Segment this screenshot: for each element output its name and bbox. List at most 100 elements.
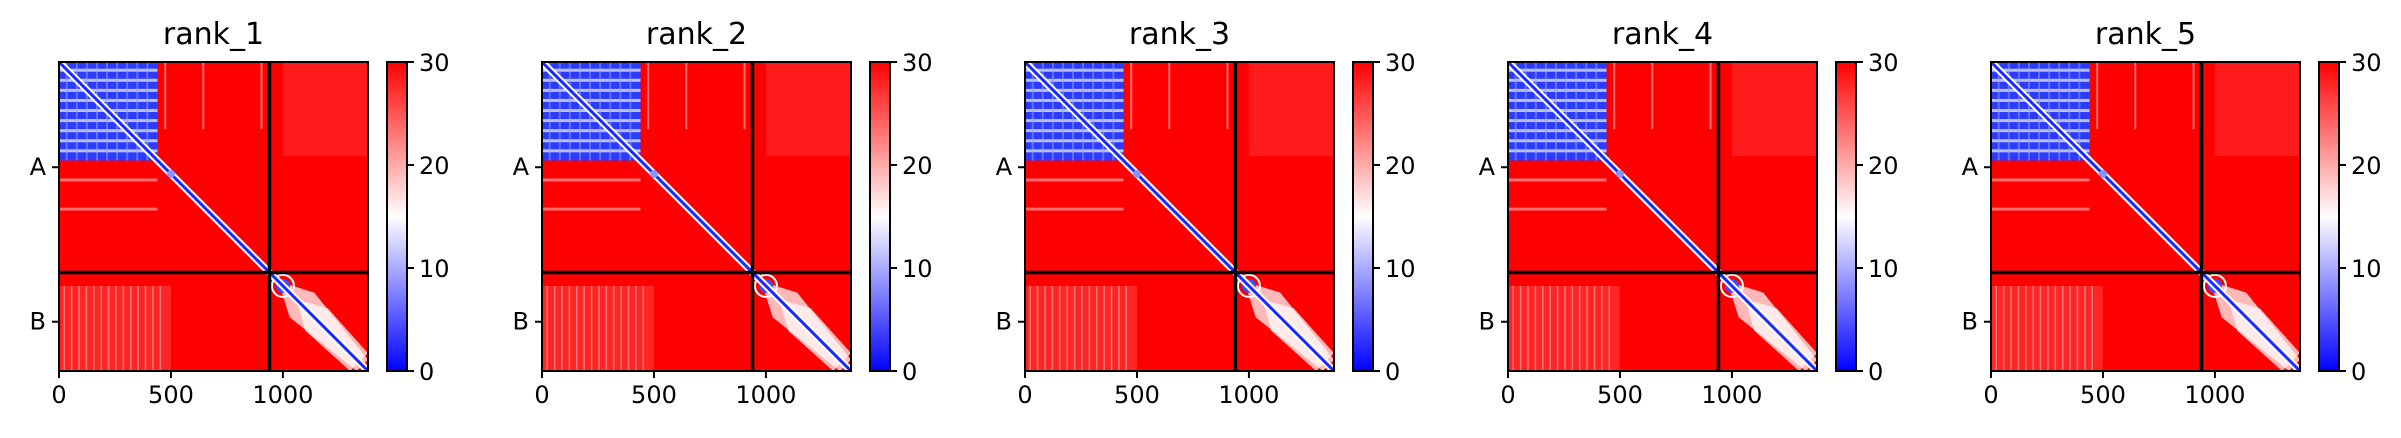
block-stripe <box>1025 98 1124 102</box>
block-stripe <box>542 78 641 82</box>
faint-stripe <box>1044 285 1046 371</box>
diagonal <box>542 62 851 371</box>
panel-rank-4: rank_4 0 500 1000 A B 0 10 20 30 <box>1479 17 1899 409</box>
panel-title: rank_2 <box>646 17 747 52</box>
heatmap <box>1025 62 1334 371</box>
x-tick-label: 500 <box>1114 381 1160 409</box>
faint-stripe <box>1601 285 1603 371</box>
x-tick-label: 0 <box>534 381 549 409</box>
chain-b-contact <box>753 273 778 298</box>
faint-stripe <box>1073 285 1076 371</box>
block-stripe <box>568 62 571 161</box>
faint-stripe <box>59 178 158 182</box>
block-stripe <box>1595 62 1598 161</box>
panel-rank-3: rank_3 0 500 1000 A B 0 10 20 30 <box>996 17 1416 409</box>
x-tick-label: 0 <box>1017 381 1032 409</box>
block-stripe <box>116 62 119 161</box>
faint-stripe <box>1542 285 1544 371</box>
texture <box>765 62 851 157</box>
faint-stripe <box>568 285 571 371</box>
block-stripe <box>542 68 641 72</box>
axes-frame <box>58 61 369 372</box>
faint-stripe <box>159 285 162 371</box>
y-tick-label: A <box>30 153 47 181</box>
faint-stripe <box>1168 62 1171 130</box>
block-stripe <box>1102 62 1105 161</box>
faint-stripe <box>2039 285 2042 371</box>
block-stripe <box>1025 78 1124 82</box>
block-stripe <box>1991 129 2090 133</box>
block-stripe <box>609 62 612 161</box>
panel-title: rank_3 <box>1129 17 1230 52</box>
colorbar-tick-label: 10 <box>419 255 450 283</box>
colorbar-tick-label: 0 <box>2351 358 2366 386</box>
block-stripe <box>542 129 641 133</box>
faint-stripe <box>164 62 167 130</box>
faint-stripe <box>2076 285 2079 371</box>
faint-stripe <box>115 285 117 371</box>
colorbar-tick-label: 20 <box>419 152 450 180</box>
faint-stripe <box>2017 285 2020 371</box>
faint-stripe <box>1556 285 1559 371</box>
block-stripe <box>599 62 602 161</box>
block-stripe <box>75 62 78 161</box>
faint-stripe <box>583 285 585 371</box>
colorbar-tick-label: 0 <box>1385 358 1400 386</box>
texture <box>1025 285 1137 371</box>
texture <box>2214 62 2300 157</box>
x-tick-label: 0 <box>51 381 66 409</box>
texture <box>1731 62 1817 157</box>
faint-stripe <box>1066 285 1068 371</box>
faint-stripe <box>1103 285 1105 371</box>
faint-stripe <box>78 285 80 371</box>
y-tick-label: B <box>1479 308 1495 336</box>
colorbar-tick-label: 20 <box>1385 152 1416 180</box>
faint-stripe <box>743 62 746 130</box>
block-stripe <box>542 139 641 143</box>
block-stripe <box>1041 62 1044 161</box>
panel-rank-1: rank_1 0 500 1000 A B 0 10 20 30 <box>30 17 450 409</box>
faint-stripe <box>2054 285 2057 371</box>
block-stripe <box>65 62 68 161</box>
x-tick-label: 500 <box>148 381 194 409</box>
colorbar-tick-label: 20 <box>1868 152 1899 180</box>
colorbar-tick-label: 10 <box>2351 255 2382 283</box>
colorbar <box>1353 62 1373 371</box>
faint-stripe <box>685 62 688 130</box>
block-stripe <box>1031 62 1034 161</box>
block-stripe <box>1991 139 2090 143</box>
colorbar-tick-label: 20 <box>2351 152 2382 180</box>
faint-stripe <box>1593 285 1596 371</box>
block-stripe <box>1991 88 2090 92</box>
faint-stripe <box>1991 178 2090 182</box>
block-stripe <box>59 78 158 82</box>
block-stripe <box>1025 119 1124 123</box>
block-stripe <box>126 62 129 161</box>
faint-stripe <box>1512 285 1514 371</box>
faint-stripe <box>63 285 65 371</box>
faint-stripe <box>576 285 578 371</box>
colorbar-tick-label: 30 <box>902 49 933 77</box>
block-stripe <box>2058 62 2061 161</box>
faint-stripe <box>1088 285 1091 371</box>
faint-stripe <box>1519 285 1522 371</box>
diagonal <box>1025 62 1334 371</box>
faint-stripe <box>1130 62 1133 130</box>
faint-stripe <box>2192 62 2195 130</box>
block-stripe <box>1025 139 1124 143</box>
block-stripe <box>59 129 158 133</box>
block-stripe <box>1991 68 2090 72</box>
texture <box>542 285 654 371</box>
block-stripe <box>578 62 581 161</box>
faint-stripe <box>1036 285 1039 371</box>
colorbar-tick-label: 10 <box>1385 255 1416 283</box>
faint-stripe <box>590 285 593 371</box>
faint-stripe <box>1613 62 1616 130</box>
block-stripe <box>95 62 98 161</box>
faint-stripe <box>2069 285 2071 371</box>
faint-stripe <box>1508 207 1607 211</box>
faint-stripe <box>2025 285 2027 371</box>
faint-stripe <box>635 285 637 371</box>
faint-stripe <box>100 285 102 371</box>
faint-stripe <box>122 285 125 371</box>
